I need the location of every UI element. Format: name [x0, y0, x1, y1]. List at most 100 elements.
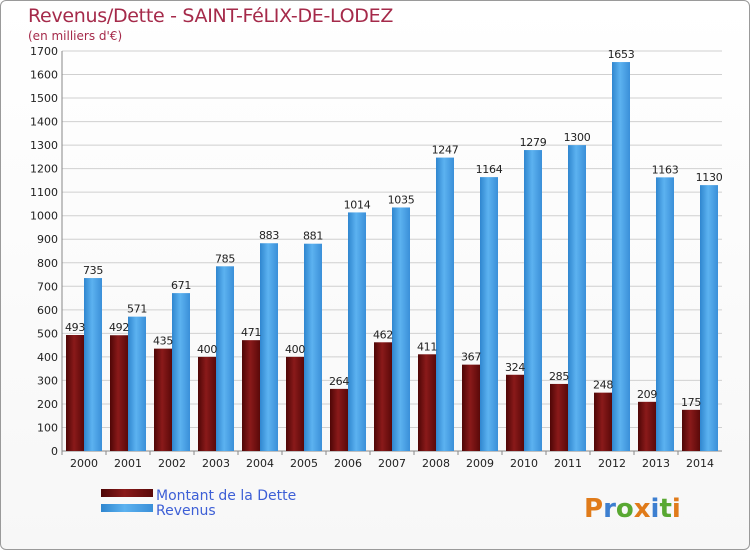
data-label-debt: 492 — [109, 321, 129, 334]
data-label-debt: 411 — [417, 340, 437, 353]
y-tick-label: 1400 — [30, 116, 58, 129]
bar-revenue — [84, 278, 102, 451]
data-label-revenue: 1130 — [696, 171, 723, 184]
x-tick-label: 2008 — [422, 457, 450, 470]
y-tick-label: 400 — [37, 351, 58, 364]
data-label-debt: 471 — [241, 326, 261, 339]
bar-debt — [638, 401, 656, 451]
x-tick-label: 2006 — [334, 457, 362, 470]
x-tick-label: 2012 — [598, 457, 626, 470]
data-label-revenue: 1279 — [520, 136, 547, 149]
x-tick-label: 2004 — [246, 457, 274, 470]
bar-debt — [330, 388, 348, 451]
y-tick-label: 800 — [37, 257, 58, 270]
bar-revenue — [568, 145, 586, 451]
x-tick-label: 2007 — [378, 457, 406, 470]
x-tick-label: 2003 — [202, 457, 230, 470]
y-tick-label: 0 — [51, 445, 58, 458]
data-label-debt: 462 — [373, 328, 393, 341]
data-label-revenue: 571 — [127, 303, 147, 316]
x-tick-label: 2002 — [158, 457, 186, 470]
data-label-revenue: 881 — [303, 230, 323, 243]
data-label-debt: 435 — [153, 335, 173, 348]
data-label-revenue: 1014 — [344, 198, 371, 211]
y-tick-label: 1300 — [30, 139, 58, 152]
data-label-debt: 324 — [505, 361, 525, 374]
y-tick-label: 700 — [37, 280, 58, 293]
y-tick-label: 600 — [37, 304, 58, 317]
data-label-revenue: 735 — [83, 264, 103, 277]
data-label-revenue: 785 — [215, 252, 235, 265]
data-label-debt: 285 — [549, 370, 569, 383]
data-label-revenue: 1247 — [432, 144, 459, 157]
data-label-revenue: 1164 — [476, 163, 503, 176]
bar-revenue — [216, 266, 234, 451]
bar-debt — [242, 340, 260, 451]
bar-debt — [286, 356, 304, 451]
bar-revenue — [392, 207, 410, 451]
y-tick-label: 1600 — [30, 69, 58, 82]
legend-swatch-revenue — [101, 504, 153, 512]
data-label-debt: 400 — [285, 343, 305, 356]
data-label-revenue: 1163 — [652, 163, 679, 176]
bar-revenue — [480, 177, 498, 451]
bar-revenue — [436, 157, 454, 451]
bar-debt — [462, 364, 480, 451]
data-label-debt: 175 — [681, 396, 701, 409]
y-tick-label: 1200 — [30, 163, 58, 176]
data-label-revenue: 1653 — [608, 48, 635, 61]
x-tick-label: 2014 — [686, 457, 714, 470]
y-tick-label: 300 — [37, 374, 58, 387]
bar-revenue — [656, 177, 674, 451]
y-tick-label: 200 — [37, 398, 58, 411]
data-label-revenue: 883 — [259, 229, 279, 242]
bar-debt — [418, 354, 436, 451]
data-label-revenue: 671 — [171, 279, 191, 292]
data-label-debt: 264 — [329, 375, 349, 388]
x-tick-label: 2010 — [510, 457, 538, 470]
data-label-revenue: 1035 — [388, 193, 415, 206]
chart-title: Revenus/Dette - SAINT-FéLIX-DE-LODEZ — [28, 5, 394, 27]
x-tick-label: 2011 — [554, 457, 582, 470]
data-label-debt: 400 — [197, 343, 217, 356]
bar-debt — [198, 356, 216, 451]
bar-revenue — [128, 316, 146, 451]
x-tick-label: 2013 — [642, 457, 670, 470]
bar-debt — [154, 348, 172, 451]
x-tick-label: 2009 — [466, 457, 494, 470]
data-label-debt: 209 — [637, 388, 657, 401]
x-tick-label: 2005 — [290, 457, 318, 470]
bar-debt — [682, 409, 700, 451]
legend-swatch-debt — [101, 489, 153, 497]
bar-debt — [550, 383, 568, 451]
y-tick-label: 1000 — [30, 210, 58, 223]
data-label-debt: 248 — [593, 379, 613, 392]
legend-label-debt: Montant de la Dette — [156, 488, 296, 504]
y-tick-label: 900 — [37, 233, 58, 246]
labels-layer: 0 100 200 300 400 500 600 700 800 900 1000 1100 1200… — [30, 45, 723, 470]
legend-label-revenue: Revenus — [156, 503, 216, 519]
bar-debt — [66, 335, 84, 451]
data-label-debt: 493 — [65, 321, 85, 334]
bar-revenue — [700, 185, 718, 451]
data-label-revenue: 1300 — [564, 131, 591, 144]
bar-revenue — [524, 150, 542, 451]
bar-revenue — [612, 62, 630, 451]
legend: Montant de la Dette Revenus — [101, 488, 296, 519]
x-tick-label: 2000 — [70, 457, 98, 470]
bar-debt — [594, 392, 612, 451]
bar-revenue — [172, 293, 190, 451]
y-tick-label: 1700 — [30, 45, 58, 58]
bar-debt — [506, 374, 524, 451]
data-label-debt: 367 — [461, 351, 481, 364]
bar-revenue — [348, 212, 366, 451]
bar-debt — [110, 335, 128, 451]
x-tick-label: 2001 — [114, 457, 142, 470]
chart-subtitle: (en milliers d'€) — [28, 29, 123, 43]
y-tick-label: 1500 — [30, 92, 58, 105]
y-tick-label: 1100 — [30, 186, 58, 199]
y-tick-label: 100 — [37, 421, 58, 434]
bar-debt — [374, 342, 392, 451]
